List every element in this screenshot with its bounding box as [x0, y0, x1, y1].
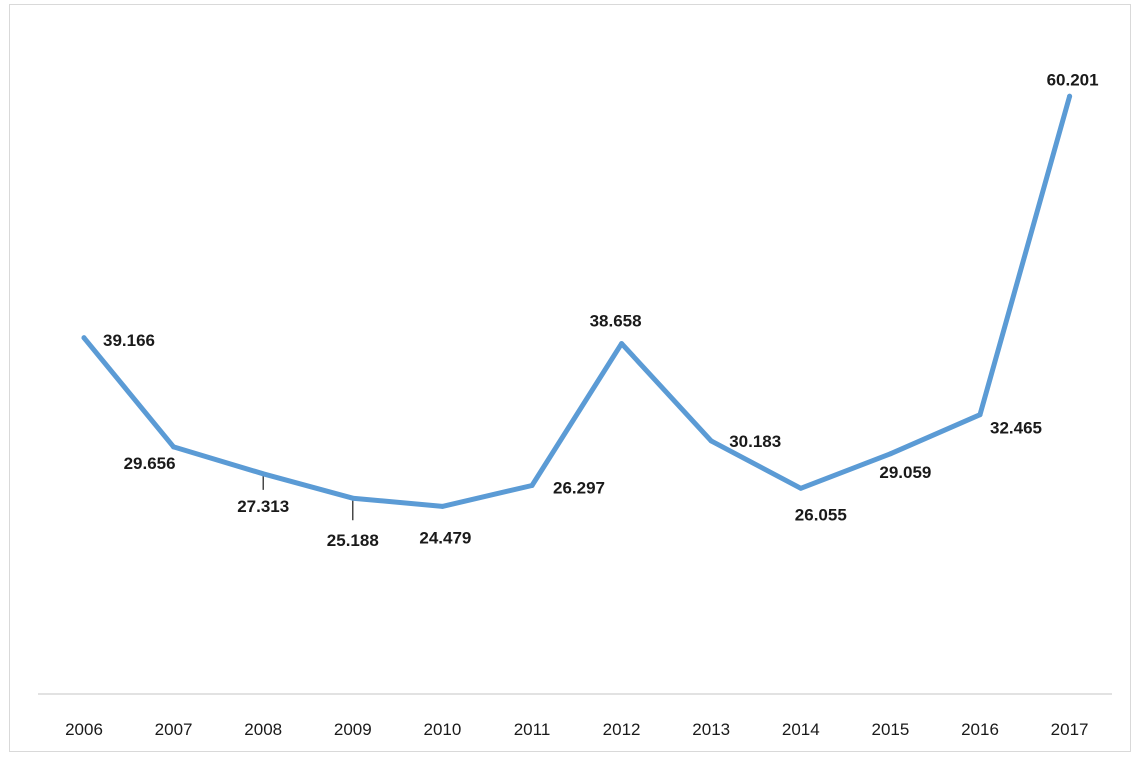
- x-tick-label-2008: 2008: [244, 720, 282, 739]
- leader-lines: [262, 474, 354, 521]
- data-point-2010: [439, 503, 445, 509]
- x-tick-label-2009: 2009: [334, 720, 372, 739]
- data-label-2008: 27.313: [237, 497, 289, 516]
- data-label-2006: 39.166: [103, 331, 155, 350]
- data-label-2007: 29.656: [124, 454, 176, 473]
- x-tick-label-2011: 2011: [514, 720, 551, 739]
- x-tick-label-2007: 2007: [155, 720, 193, 739]
- chart-frame: [9, 4, 1131, 752]
- data-label-2017: 60.201: [1047, 70, 1099, 89]
- data-points: [81, 93, 1073, 509]
- x-tick-label-2012: 2012: [603, 720, 641, 739]
- x-tick-label-2017: 2017: [1051, 720, 1089, 739]
- data-point-2007: [171, 444, 177, 450]
- data-point-2006: [81, 335, 87, 341]
- data-label-2011: 26.297: [553, 479, 605, 498]
- x-tick-label-2006: 2006: [65, 720, 103, 739]
- x-tick-labels: 2006 2007 2008 2009 2010 2011 2012 2013 2014 2015…: [65, 720, 1088, 739]
- x-tick-label-2010: 2010: [423, 720, 461, 739]
- data-labels: 39.166 29.656 27.313 25.188 24.479 26.297 38.6…: [103, 70, 1099, 550]
- data-point-2011: [529, 483, 535, 489]
- data-label-2015: 29.059: [879, 463, 931, 482]
- data-point-2013: [708, 438, 714, 444]
- series-line: [81, 93, 1073, 509]
- x-tick-label-2013: 2013: [692, 720, 730, 739]
- data-point-2015: [887, 451, 893, 457]
- data-point-2008: [260, 471, 266, 477]
- data-label-2013: 30.183: [729, 432, 781, 451]
- data-point-2012: [619, 341, 625, 347]
- data-point-2009: [350, 495, 356, 501]
- data-label-2009: 25.188: [327, 531, 379, 550]
- data-label-2010: 24.479: [419, 528, 471, 547]
- x-tick-label-2014: 2014: [782, 720, 820, 739]
- data-label-2014: 26.055: [795, 505, 847, 524]
- data-label-2012: 38.658: [590, 312, 642, 331]
- data-point-2014: [798, 485, 804, 491]
- x-tick-label-2015: 2015: [871, 720, 909, 739]
- data-point-2016: [977, 412, 983, 418]
- x-tick-label-2016: 2016: [961, 720, 999, 739]
- data-label-2016: 32.465: [990, 419, 1042, 438]
- data-point-2017: [1067, 93, 1073, 99]
